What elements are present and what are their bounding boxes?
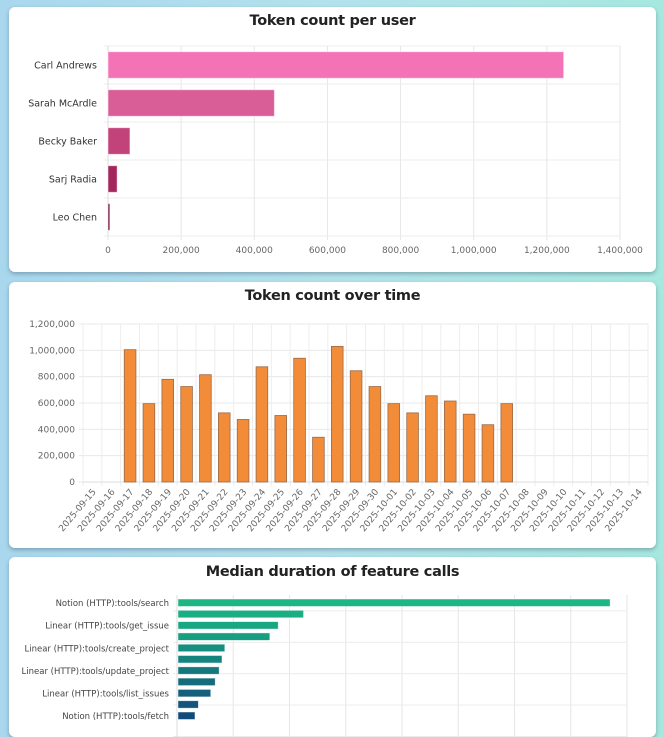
median-duration-chart: Notion (HTTP):tools/search Linear (HTTP):… bbox=[22, 595, 628, 737]
bar bbox=[387, 403, 400, 483]
bar bbox=[312, 436, 325, 483]
bar bbox=[107, 89, 275, 117]
x-tick-label: 800,000 bbox=[382, 246, 419, 256]
token-per-user-chart: 0 200,000 400,000 600,000 800,000 1,000,000 1,… bbox=[28, 45, 643, 256]
y-category-label: Linear (HTTP):tools/list_issues bbox=[42, 689, 169, 699]
y-category-label: Linear (HTTP):tools/update_project bbox=[22, 667, 170, 677]
x-tick-label: 0 bbox=[105, 246, 111, 256]
chart-title: Median duration of feature calls bbox=[205, 564, 460, 580]
bar bbox=[180, 386, 193, 483]
y-tick-label: 400,000 bbox=[38, 425, 75, 435]
bar bbox=[177, 655, 223, 664]
bar bbox=[481, 424, 495, 483]
bar bbox=[107, 203, 111, 231]
bar bbox=[177, 700, 199, 709]
token-over-time-card: Token count over time 0 200,000 400,000 600… bbox=[9, 282, 656, 548]
bar bbox=[218, 412, 231, 483]
bar bbox=[107, 127, 131, 155]
y-tick-label: 800,000 bbox=[38, 373, 75, 383]
y-category-label: Sarah McArdle bbox=[28, 99, 97, 110]
chart-title: Token count per user bbox=[249, 13, 416, 29]
y-category-label: Linear (HTTP):tools/create_project bbox=[25, 644, 170, 654]
x-tick-label: 1,400,000 bbox=[597, 246, 643, 256]
bar bbox=[293, 357, 306, 483]
bar bbox=[199, 374, 212, 483]
y-category-label: Notion (HTTP):tools/fetch bbox=[62, 712, 169, 722]
bar bbox=[500, 403, 513, 483]
bar bbox=[274, 415, 287, 483]
bar bbox=[107, 165, 118, 193]
y-tick-label: 200,000 bbox=[38, 452, 75, 462]
y-category-label: Linear (HTTP):tools/get_issue bbox=[45, 622, 169, 632]
token-per-user-card: Token count per user 0 200,000 400,000 600,… bbox=[9, 7, 656, 272]
bar bbox=[462, 413, 476, 483]
median-duration-card: Median duration of feature calls Notion … bbox=[9, 557, 656, 737]
x-tick-label: 1,200,000 bbox=[524, 246, 570, 256]
bar bbox=[349, 370, 363, 483]
bar bbox=[177, 711, 196, 720]
bar bbox=[255, 366, 269, 483]
y-category-label: Sarj Radia bbox=[49, 175, 97, 186]
bar bbox=[177, 688, 212, 698]
bar bbox=[177, 609, 304, 619]
bar bbox=[177, 666, 220, 675]
bar bbox=[142, 403, 156, 483]
bar bbox=[177, 632, 271, 641]
y-tick-label: 1,200,000 bbox=[29, 320, 75, 330]
x-tick-label: 200,000 bbox=[163, 246, 200, 256]
bar bbox=[177, 677, 216, 686]
token-over-time-chart: 0 200,000 400,000 600,000 800,000 1,000,000 1,… bbox=[29, 320, 649, 534]
y-category-label: Leo Chen bbox=[53, 213, 97, 224]
chart-title: Token count over time bbox=[244, 288, 421, 304]
bar bbox=[425, 395, 438, 483]
bar bbox=[177, 621, 279, 630]
x-tick-label: 400,000 bbox=[236, 246, 273, 256]
bar bbox=[406, 412, 419, 483]
y-category-label: Becky Baker bbox=[38, 137, 97, 148]
y-category-label: Carl Andrews bbox=[34, 61, 97, 72]
bar bbox=[368, 386, 382, 483]
bar bbox=[236, 419, 250, 483]
x-tick-label: 600,000 bbox=[309, 246, 346, 256]
bar bbox=[161, 378, 174, 483]
bar bbox=[444, 400, 457, 483]
y-tick-label: 1,000,000 bbox=[29, 346, 75, 356]
bar bbox=[331, 345, 344, 483]
y-category-label: Notion (HTTP):tools/search bbox=[56, 599, 169, 609]
x-tick-label: 1,000,000 bbox=[451, 246, 497, 256]
bar bbox=[107, 51, 565, 79]
bar bbox=[177, 643, 226, 653]
y-tick-label: 0 bbox=[69, 478, 75, 488]
bar bbox=[123, 349, 137, 483]
bar bbox=[177, 598, 611, 607]
y-tick-label: 600,000 bbox=[38, 399, 75, 409]
